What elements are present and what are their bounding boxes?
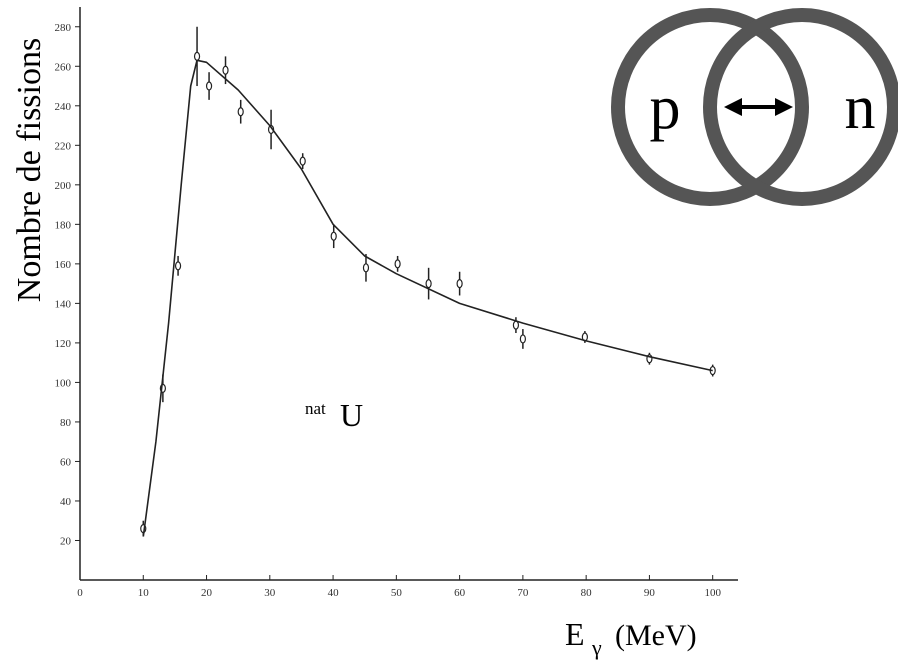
x-tick-label: 100 <box>704 587 721 599</box>
x-label: E <box>565 616 585 652</box>
data-point <box>193 51 201 61</box>
y-tick-label: 260 <box>55 61 72 73</box>
y-tick-label: 20 <box>60 535 72 547</box>
data-point <box>425 279 432 289</box>
fit-curve <box>142 59 713 537</box>
data-point <box>174 261 182 271</box>
y-tick-label: 220 <box>55 140 72 152</box>
x-tick-label: 60 <box>454 587 466 599</box>
y-tick-label: 40 <box>60 496 72 508</box>
nucleon-diagram: p n <box>611 8 898 206</box>
y-label: Nombre de fissions <box>11 38 48 302</box>
x-tick-label: 30 <box>264 587 276 599</box>
x-tick-label: 90 <box>644 587 656 599</box>
x-label-sub: γ <box>591 635 602 660</box>
x-tick-label: 70 <box>517 587 529 599</box>
data-point <box>237 107 244 117</box>
diagram-label: p <box>650 74 681 142</box>
proton-circle <box>611 8 809 206</box>
data-point <box>299 156 306 166</box>
x-tick-label: 50 <box>391 587 403 599</box>
data-point <box>362 263 370 273</box>
annotation-sup: nat <box>305 399 326 418</box>
data-point <box>512 320 520 330</box>
y-tick-label: 180 <box>55 219 72 231</box>
x-tick-label: 40 <box>328 587 340 599</box>
data-point <box>222 65 229 75</box>
data-point <box>394 259 401 269</box>
data-point <box>330 231 337 241</box>
data-point <box>205 81 213 91</box>
x-tick-label: 20 <box>201 587 213 599</box>
y-tick-label: 60 <box>60 456 72 468</box>
diagram-label: n <box>845 74 876 142</box>
y-tick-label: 140 <box>55 298 72 310</box>
x-tick-label: 10 <box>138 587 150 599</box>
arrow-head <box>775 98 793 116</box>
y-tick-label: 80 <box>60 417 72 429</box>
y-tick-label: 160 <box>55 259 72 271</box>
y-tick-label: 200 <box>55 180 72 192</box>
annotation: U <box>340 397 363 433</box>
data-point <box>519 334 526 344</box>
x-label-unit: (MeV) <box>615 619 697 652</box>
x-tick-label: 80 <box>581 587 593 599</box>
y-tick-label: 120 <box>55 338 72 350</box>
y-tick-label: 240 <box>55 101 72 113</box>
data-point <box>456 279 463 289</box>
neutron-circle <box>703 8 898 206</box>
y-tick-label: 280 <box>55 22 72 34</box>
y-tick-label: 100 <box>55 377 72 389</box>
x-tick-label: 0 <box>77 587 83 599</box>
arrow-head <box>724 98 742 116</box>
